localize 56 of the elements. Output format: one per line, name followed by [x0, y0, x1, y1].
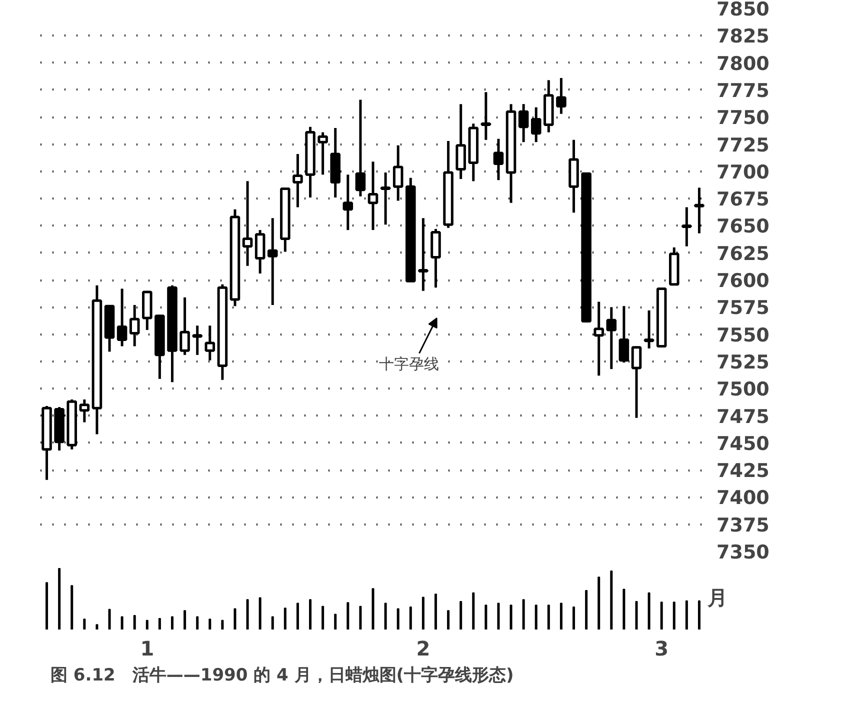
annotation: 十字孕线: [379, 355, 440, 374]
y-tick-label: 7700: [716, 161, 770, 184]
y-tick-label: 7775: [716, 80, 770, 102]
y-tick-label: 7575: [716, 297, 770, 320]
candlestick: [116, 287, 128, 348]
y-tick-label: 7825: [716, 26, 770, 48]
y-tick-label: 7650: [716, 216, 770, 238]
x-tick-label: 1: [140, 636, 154, 660]
y-tick-label: 7675: [716, 188, 770, 211]
candlestick: [682, 206, 692, 248]
candlestick: [318, 131, 328, 176]
y-tick-label: 7550: [716, 324, 770, 346]
candlestick: [644, 309, 654, 350]
text: 图 6.12 活牛——1990 的 4 月，日蜡烛图(十字孕线形态): [50, 666, 514, 686]
y-tick-label: 7600: [716, 270, 770, 292]
candlestick: [618, 304, 630, 364]
x-tick-label: 3: [654, 636, 669, 660]
candlestick: [480, 90, 492, 142]
y-tick-label: 7625: [716, 242, 770, 265]
candlestick: [180, 296, 190, 356]
y-tick-label: 7525: [716, 351, 770, 374]
candlestick: [380, 171, 391, 226]
candlestick: [418, 216, 428, 292]
x-tick-label: 2: [416, 636, 430, 660]
candlestick: [242, 180, 253, 268]
y-tick-label: 7425: [716, 460, 770, 482]
candlestick: [368, 160, 378, 232]
y-tick-label: 7725: [716, 134, 770, 156]
candlestick: [556, 76, 566, 116]
y-tick-label: 7500: [716, 378, 770, 401]
y-tick-label: 7750: [716, 107, 770, 130]
y-tick-label: 7475: [716, 406, 770, 428]
candlestick: [192, 324, 202, 356]
y-tick-label: 7400: [716, 487, 770, 510]
candlestick: [254, 228, 266, 275]
y-tick-label: 7450: [716, 432, 770, 455]
candlestick: [530, 106, 542, 144]
x-axis-title: 月: [706, 586, 728, 610]
candlestick: [518, 102, 529, 144]
candlestick: [456, 102, 466, 180]
y-tick-label: 7800: [716, 52, 770, 75]
candlestick: [606, 306, 617, 370]
candlestick: [129, 304, 140, 348]
y-tick-label: 7850: [716, 0, 770, 20]
candlestick: [493, 138, 504, 182]
candlestick: [267, 216, 278, 306]
candlestick: [631, 344, 642, 420]
y-tick-label: 7375: [716, 514, 770, 536]
candlestick: [355, 98, 366, 198]
candlestick: [204, 324, 216, 362]
y-tick-label: 7350: [716, 542, 770, 564]
candlestick: [392, 144, 404, 202]
candlestick: [79, 398, 90, 424]
candlestick: [342, 173, 354, 232]
candlestick: [292, 152, 303, 208]
candlestick: [594, 300, 604, 377]
